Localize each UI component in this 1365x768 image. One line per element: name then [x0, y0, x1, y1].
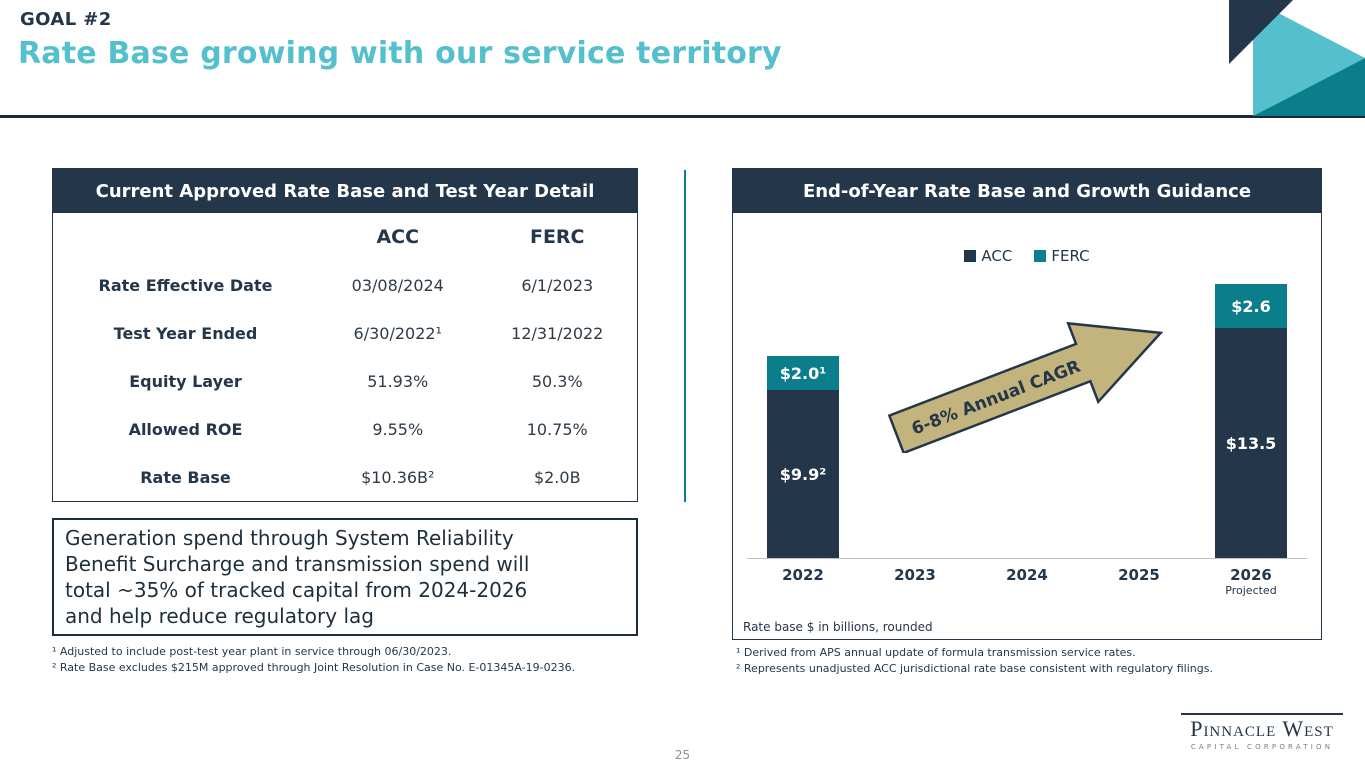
table-row: Rate Base $10.36B² $2.0B [53, 453, 637, 501]
cell-ferc: 10.75% [526, 419, 588, 439]
logo-name: Pinnacle West [1181, 713, 1343, 742]
corner-decoration [1229, 0, 1365, 116]
x-sublabel-2025 [1083, 584, 1195, 598]
x-sublabel-2024 [971, 584, 1083, 598]
table-header-row: ACC FERC [53, 213, 637, 261]
bar-segment-acc-2026: $13.5 [1215, 328, 1287, 558]
right-footnotes: ¹ Derived from APS annual update of form… [736, 645, 1213, 677]
x-label-2023: 2023 [894, 566, 936, 584]
bar-segment-acc-2022: $9.9² [767, 390, 839, 558]
table-row: Allowed ROE 9.55% 10.75% [53, 405, 637, 453]
rate-table: ACC FERC Rate Effective Date 03/08/2024 … [53, 213, 637, 501]
bar-segment-ferc-2022: $2.0¹ [767, 356, 839, 390]
callout-box: Generation spend through System Reliabil… [52, 518, 638, 636]
table-row: Rate Effective Date 03/08/2024 6/1/2023 [53, 261, 637, 309]
row-label: Rate Effective Date [98, 275, 273, 295]
x-sublabel-2026: Projected [1225, 584, 1277, 597]
cell-acc: 03/08/2024 [351, 275, 444, 295]
right-panel-title: End-of-Year Rate Base and Growth Guidanc… [733, 169, 1321, 213]
x-label-2022: 2022 [782, 566, 824, 584]
left-panel-title: Current Approved Rate Base and Test Year… [53, 169, 637, 213]
row-label: Test Year Ended [113, 323, 258, 343]
x-sublabel-2022 [747, 584, 859, 598]
logo-subtitle: CAPITAL CORPORATION [1190, 743, 1334, 751]
cell-ferc: 12/31/2022 [511, 323, 604, 343]
chart-note: Rate base $ in billions, rounded [743, 620, 933, 634]
right-panel: End-of-Year Rate Base and Growth Guidanc… [732, 168, 1322, 640]
cell-acc: 9.55% [372, 419, 424, 439]
table-row: Equity Layer 51.93% 50.3% [53, 357, 637, 405]
table-corner-cell [53, 213, 318, 261]
bar-column-2022: $2.0¹ $9.9² [747, 273, 859, 558]
x-tick-2023: 2023 [859, 566, 971, 598]
col-header-ferc: FERC [529, 226, 585, 248]
page-title: Rate Base growing with our service terri… [18, 36, 782, 71]
left-footnotes: ¹ Adjusted to include post-test year pla… [52, 644, 575, 676]
cell-ferc: $2.0B [533, 467, 581, 487]
pinnacle-west-logo: Pinnacle West CAPITAL CORPORATION [1181, 713, 1343, 751]
left-panel: Current Approved Rate Base and Test Year… [52, 168, 638, 502]
bar-2026: $2.6 $13.5 [1215, 284, 1287, 558]
cell-ferc: 6/1/2023 [521, 275, 594, 295]
footnote: ¹ Adjusted to include post-test year pla… [52, 645, 452, 658]
x-tick-2024: 2024 [971, 566, 1083, 598]
col-header-acc: ACC [376, 226, 420, 248]
x-tick-2022: 2022 [747, 566, 859, 598]
x-sublabel-2023 [859, 584, 971, 598]
legend-label-acc: ACC [981, 247, 1013, 265]
legend-swatch-acc [964, 250, 977, 262]
cell-acc: 6/30/2022¹ [353, 323, 442, 343]
x-label-2025: 2025 [1118, 566, 1160, 584]
chart-area: ACC FERC $2.0¹ $9.9² [733, 213, 1321, 639]
footnote: ² Represents unadjusted ACC jurisdiction… [736, 661, 1213, 675]
footnote: ¹ Derived from APS annual update of form… [736, 646, 1136, 659]
x-tick-2025: 2025 [1083, 566, 1195, 598]
x-label-2024: 2024 [1006, 566, 1048, 584]
legend-label-ferc: FERC [1051, 247, 1090, 265]
panel-divider [684, 170, 686, 502]
legend-item-acc: ACC [964, 247, 1012, 265]
cell-acc: 51.93% [367, 371, 429, 391]
cagr-arrow: 6-8% Annual CAGR [887, 321, 1164, 453]
chart-legend: ACC FERC [733, 247, 1321, 265]
x-axis: 2022 2023 2024 2025 2026 Projected [747, 566, 1307, 598]
legend-swatch-ferc [1034, 250, 1047, 262]
bar-segment-ferc-2026: $2.6 [1215, 284, 1287, 328]
row-label: Allowed ROE [128, 419, 243, 439]
cell-acc: $10.36B² [361, 467, 435, 487]
header-rule [0, 115, 1365, 118]
x-tick-2026: 2026 Projected [1195, 566, 1307, 598]
footnote: ² Rate Base excludes $215M approved thro… [52, 660, 576, 674]
legend-item-ferc: FERC [1034, 247, 1090, 265]
cell-ferc: 50.3% [531, 371, 583, 391]
bar-column-2026: $2.6 $13.5 [1195, 273, 1307, 558]
row-label: Equity Layer [129, 371, 242, 391]
bar-2022: $2.0¹ $9.9² [767, 356, 839, 558]
stacked-bar-chart: $2.0¹ $9.9² $2.6 $13.5 6-8% Ann [747, 273, 1307, 559]
x-label-2026: 2026 [1230, 566, 1272, 584]
table-row: Test Year Ended 6/30/2022¹ 12/31/2022 [53, 309, 637, 357]
goal-kicker: GOAL #2 [20, 9, 112, 30]
row-label: Rate Base [140, 467, 231, 487]
page-number: 25 [674, 748, 691, 762]
